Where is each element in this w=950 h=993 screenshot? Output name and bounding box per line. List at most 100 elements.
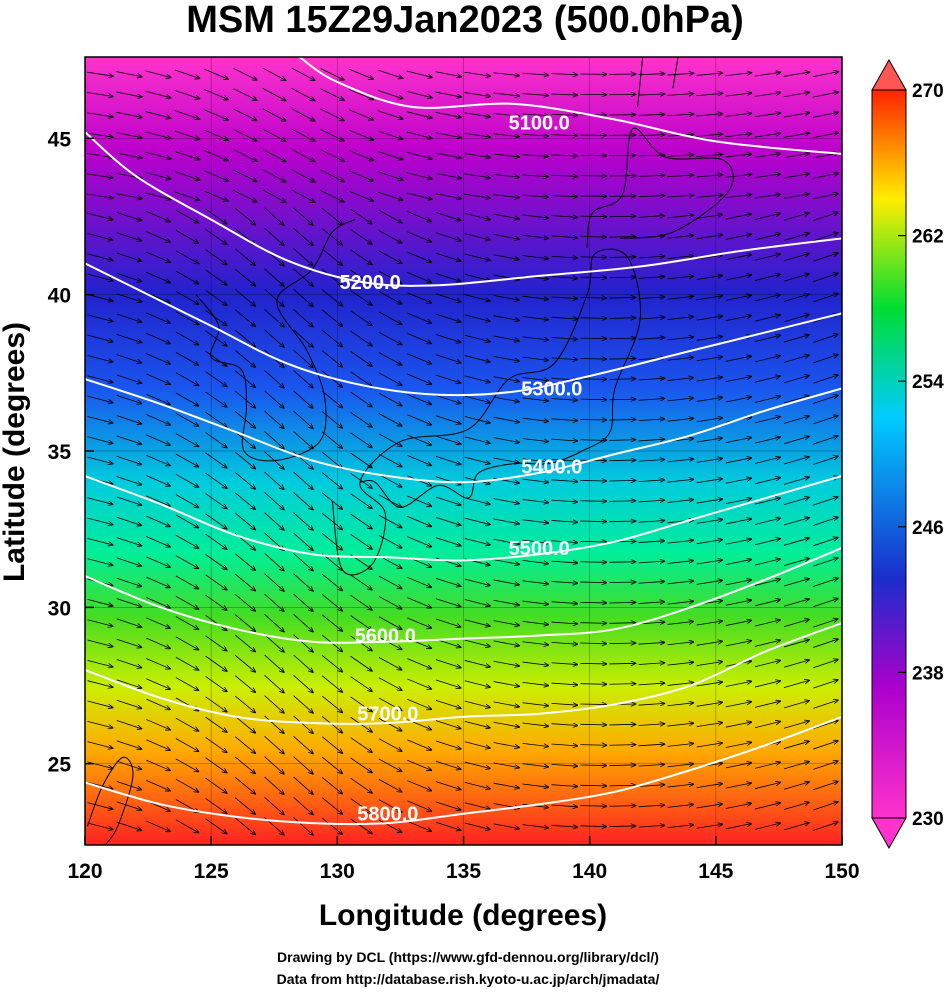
wind-arrow (116, 720, 142, 729)
wind-arrow (551, 744, 577, 746)
wind-arrow (435, 679, 461, 688)
wind-arrow (609, 216, 635, 217)
wind-arrow (435, 193, 462, 199)
wind-arrow (812, 112, 838, 118)
wind-arrow (464, 660, 490, 666)
wind-arrow (435, 293, 461, 302)
wind-arrow (205, 737, 227, 752)
wind-arrow (293, 553, 313, 570)
wind-arrow (350, 696, 372, 712)
wind-arrow (350, 391, 372, 407)
wind-arrow (205, 777, 227, 793)
wind-arrow (609, 338, 635, 339)
wind-arrow (407, 272, 431, 282)
wind-arrow (812, 194, 838, 200)
wind-arrow (264, 492, 284, 509)
wind-arrow (754, 600, 780, 607)
wind-arrow (813, 517, 838, 526)
wind-arrow (783, 113, 810, 118)
contour-label: 5500.0 (509, 538, 570, 560)
wind-arrow (293, 390, 313, 408)
wind-arrow (551, 175, 577, 176)
coastline (672, 57, 679, 89)
wind-arrow (696, 275, 723, 280)
wind-arrow (435, 152, 462, 158)
wind-arrow (783, 518, 809, 526)
wind-arrow (696, 397, 723, 402)
wind-arrow (233, 190, 257, 202)
wind-arrow (522, 377, 549, 380)
wind-arrow (754, 457, 780, 464)
wind-arrow (754, 315, 780, 322)
wind-arrow (638, 94, 664, 95)
wind-arrow (146, 332, 170, 343)
wind-arrow (754, 93, 781, 97)
wind-arrow (522, 417, 549, 421)
wind-arrow (522, 783, 549, 787)
wind-arrow (435, 395, 461, 403)
wind-arrow (146, 393, 170, 404)
wind-arrow (264, 410, 284, 428)
wind-arrow (609, 582, 635, 583)
wind-arrow (783, 782, 809, 790)
wind-arrow (116, 598, 142, 607)
wind-arrow (638, 581, 665, 583)
wind-arrow (378, 657, 402, 669)
wind-arrow (87, 619, 113, 627)
wind-arrow (293, 431, 313, 448)
wind-arrow (609, 663, 635, 664)
wind-arrow (638, 724, 665, 726)
wind-arrow (291, 108, 315, 121)
wind-arrow (754, 559, 780, 566)
wind-arrow (551, 256, 577, 258)
wind-arrow (87, 273, 113, 281)
wind-arrow (783, 314, 809, 323)
wind-arrow (783, 457, 809, 465)
wind-arrow (234, 411, 255, 428)
wind-arrow (696, 662, 723, 667)
wind-arrow (146, 495, 170, 506)
wind-arrow (464, 538, 490, 544)
wind-arrow (551, 785, 577, 787)
wind-arrow (407, 231, 431, 242)
wind-arrow (264, 593, 284, 611)
wind-arrow (638, 520, 665, 522)
wind-arrow (551, 317, 577, 319)
wind-arrow (638, 500, 665, 502)
wind-arrow (116, 679, 142, 688)
wind-arrow (696, 784, 723, 789)
wind-arrow (522, 316, 549, 320)
wind-arrow (522, 94, 548, 96)
wind-arrow (234, 675, 255, 693)
credit-data: Data from http://database.rish.kyoto-u.a… (277, 971, 660, 987)
wind-arrow (493, 599, 520, 605)
wind-arrow (378, 453, 402, 466)
coastlines (87, 57, 734, 845)
wind-arrow (321, 411, 342, 428)
wind-arrow (783, 538, 809, 546)
wind-arrow (234, 817, 255, 835)
wind-arrow (638, 561, 665, 563)
wind-arrow (87, 720, 113, 728)
wind-arrow (551, 74, 577, 75)
wind-arrow (783, 721, 809, 729)
wind-arrow (609, 399, 635, 400)
coastline (331, 248, 641, 576)
wind-arrow (175, 677, 199, 691)
wind-arrow (435, 232, 461, 241)
wind-arrow (205, 228, 227, 244)
wind-arrow (522, 295, 549, 299)
wind-arrow (146, 231, 170, 242)
wind-arrow (205, 574, 227, 590)
wind-arrow (145, 192, 171, 200)
wind-arrow (696, 357, 723, 362)
wind-arrow (493, 72, 519, 76)
wind-arrow (204, 190, 228, 201)
wind-arrow (667, 175, 694, 177)
wind-arrow (320, 149, 344, 161)
wind-arrow (116, 111, 142, 117)
wind-arrow (350, 249, 372, 265)
wind-arrow (293, 227, 313, 245)
wind-arrow (580, 785, 606, 786)
wind-arrow (204, 68, 228, 79)
